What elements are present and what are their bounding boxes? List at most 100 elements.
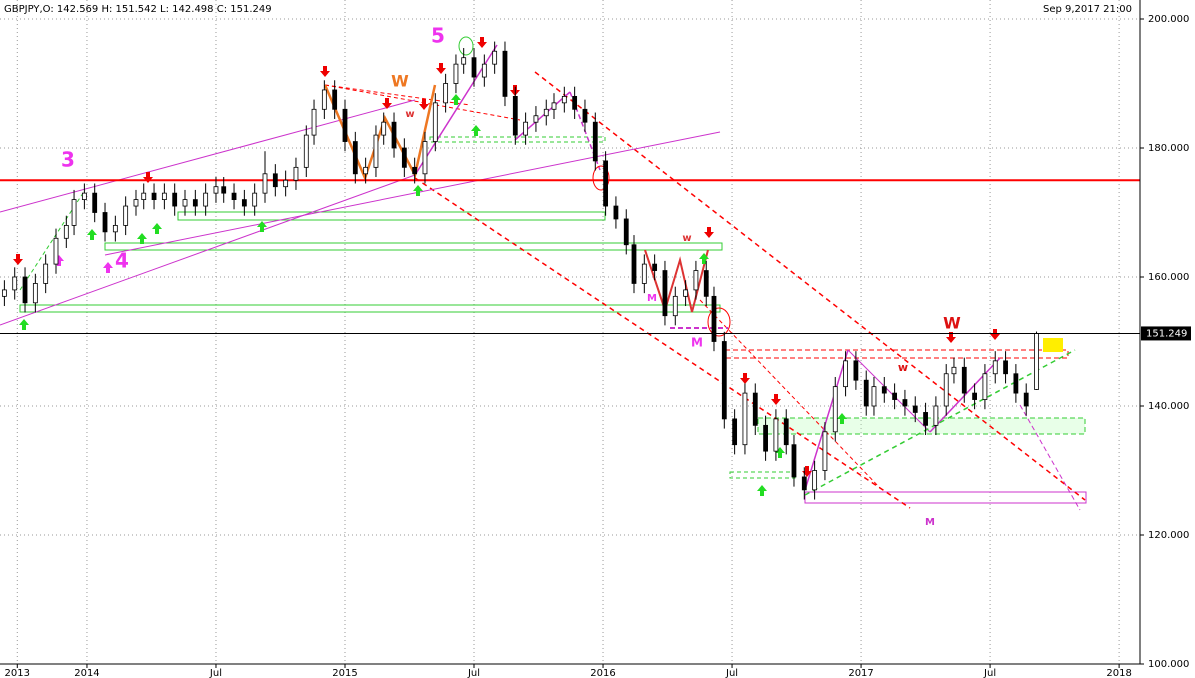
candle-body: [832, 386, 838, 433]
timestamp: Sep 9,2017 21:00: [1043, 4, 1132, 15]
sell-arrow: [946, 332, 956, 343]
x-tick-label: Jul: [467, 668, 480, 678]
sell-arrow: [704, 227, 714, 238]
candle-body: [432, 102, 438, 142]
candle-body: [272, 173, 278, 188]
wave: [644, 249, 709, 314]
candle-body: [822, 431, 828, 471]
candle-body: [363, 166, 369, 175]
buy-arrow: [471, 125, 481, 136]
candle-body: [693, 270, 699, 291]
candle-body: [293, 166, 299, 181]
candle-body: [672, 295, 678, 317]
x-tick-label: 2014: [74, 668, 99, 678]
candle-body: [523, 121, 529, 136]
candle-body: [381, 121, 387, 136]
candle-body: [561, 96, 567, 104]
y-tick-label: 160.000: [1148, 272, 1189, 283]
y-tick-label: 100.000: [1148, 659, 1189, 670]
candle-body: [902, 399, 908, 407]
candle-body: [773, 418, 779, 452]
candle-body: [912, 405, 918, 413]
candle-body: [923, 412, 928, 426]
trendline: [534, 71, 1086, 501]
candle-body: [1034, 333, 1039, 390]
sell-arrow: [740, 373, 750, 384]
candle-body: [572, 96, 578, 110]
candle-body: [1003, 360, 1008, 375]
candle-body: [582, 108, 588, 123]
buy-arrow: [137, 233, 147, 244]
x-tick-label: 2018: [1106, 668, 1131, 678]
candle-body: [221, 186, 227, 194]
candle-body: [412, 166, 418, 175]
candle-body: [972, 392, 977, 400]
candle-body: [791, 444, 797, 478]
candle-body: [203, 192, 209, 207]
candle-body: [213, 186, 219, 194]
candle-body: [853, 360, 859, 381]
candle-body: [763, 424, 768, 452]
candle-body: [951, 366, 957, 375]
candle-body: [471, 57, 477, 78]
sell-arrow: [436, 63, 446, 74]
candle-body: [71, 199, 77, 226]
candle-body: [652, 263, 658, 271]
buy-arrow: [87, 229, 97, 240]
candle-body: [112, 224, 118, 233]
zone: [757, 417, 1086, 435]
candle-body: [481, 63, 487, 78]
buy-arrow: [451, 94, 461, 105]
candle-body: [1, 289, 7, 297]
trendline: [929, 357, 1001, 433]
candle-body: [961, 366, 967, 394]
trendline: [847, 349, 931, 433]
candle-body: [742, 392, 748, 446]
candle-body: [603, 160, 609, 207]
annotation: w: [682, 233, 691, 244]
buy-arrow: [837, 413, 847, 424]
trendline: [414, 177, 911, 509]
buy-arrow: [19, 319, 29, 330]
candle-body: [241, 199, 247, 207]
candle-body: [332, 89, 338, 110]
buy-arrow: [775, 447, 785, 458]
circle-mark: [592, 165, 610, 191]
annotation: 4: [115, 249, 129, 273]
sell-arrow: [320, 66, 330, 77]
annotation: M: [925, 517, 935, 528]
annotation: M: [691, 336, 703, 350]
trendline: [104, 131, 721, 256]
y-tick-label: 120.000: [1148, 530, 1189, 541]
candle-body: [161, 192, 167, 200]
candle-body: [863, 379, 869, 407]
trendline: [0, 174, 416, 326]
annotation: w: [898, 361, 908, 374]
sell-arrow: [419, 99, 429, 110]
candle-body: [102, 212, 108, 233]
candle-body: [982, 373, 988, 400]
candle-body: [262, 173, 268, 194]
candle-body: [422, 141, 428, 175]
trendline: [804, 349, 849, 491]
candle-body: [533, 115, 539, 123]
candle-body: [283, 179, 289, 188]
candle-body: [141, 192, 147, 200]
candle-body: [492, 50, 498, 65]
candle-body: [871, 386, 877, 407]
x-tick-label: 2013: [5, 668, 30, 678]
trendline: [804, 349, 1076, 496]
trendline: [699, 299, 881, 489]
candle-body: [182, 199, 188, 207]
candle-body: [443, 83, 449, 104]
candles: [1, 41, 1039, 500]
candle-body: [683, 289, 688, 297]
candle-body: [53, 237, 59, 265]
x-tick-label: 2017: [848, 668, 873, 678]
candle-body: [92, 192, 98, 213]
last-price-box: [1141, 326, 1191, 341]
candle-body: [801, 476, 807, 491]
candle-body: [352, 141, 358, 175]
